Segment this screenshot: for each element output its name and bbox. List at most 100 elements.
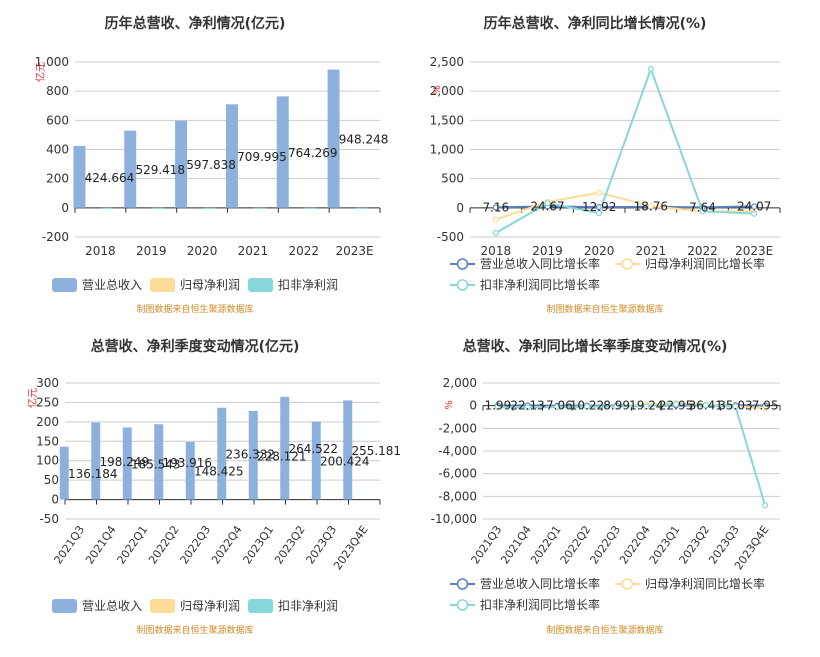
legend-label: 营业总收入 [82,599,142,613]
bar-deducted-profit [305,208,317,209]
data-label: 948.248 [339,133,389,147]
data-label: 136.184 [68,467,118,481]
data-label: 8.99 [603,399,630,413]
legend-swatch-marker [623,579,633,589]
x-tick-label: 2018 [85,244,116,258]
data-label: 7.95 [752,399,779,413]
data-label: 1.99 [484,399,511,413]
legend-label: 扣非净利润 [278,599,338,613]
y-tick-label: 600 [46,113,69,127]
y-tick-label: 250 [36,395,59,409]
chart-title: 历年总营收、净利情况(亿元) [105,15,286,32]
chart-title: 总营收、净利同比增长率季度变动情况(%) [463,338,728,355]
y-unit-label: 亿元 [26,388,39,408]
y-tick-label: -6,000 [438,467,477,481]
x-tick-label: 2023E [336,244,374,258]
y-tick-label: -10,000 [431,512,477,526]
data-label: 424.664 [85,171,135,185]
series-line-2 [498,404,765,505]
y-tick-label: -200 [42,230,69,244]
y-tick-label: -8,000 [438,489,477,503]
bar-deducted-profit [356,208,368,209]
x-tick-label: 2022Q4 [209,523,245,566]
series-point-2 [648,67,653,72]
chart-quarterly-growth: 总营收、净利同比增长率季度变动情况(%) -10,000 -8,000 -6,000 -… [410,326,820,653]
x-tick-label: 2021 [238,244,269,258]
source-note: 制图数据来自恒生聚源数据库 [546,303,663,315]
data-label: 764.269 [288,146,338,160]
x-tick-label: 2022 [288,244,319,258]
legend-label: 归母净利润 [180,599,240,613]
x-tick-label: 2021Q4 [83,523,119,566]
legend-label: 营业总收入 [82,278,142,292]
series-point-1 [597,190,602,195]
y-tick-label: -500 [437,230,464,244]
bar-deducted-profit [203,208,215,209]
legend-swatch-marker [458,280,468,290]
series-point-1 [493,217,498,222]
y-tick-label: 1,500 [430,113,464,127]
y-tick-label: 2,000 [443,376,477,390]
legend-swatch [52,278,77,292]
y-tick-label: 0 [469,399,477,413]
legend-label: 扣非净利润 [278,278,338,292]
x-tick-label: 2022Q2 [146,523,182,566]
chart-title: 总营收、净利季度变动情况(亿元) [91,338,300,355]
x-tick-label: 2019 [136,244,167,258]
data-label: 597.838 [186,158,236,172]
data-label: 22.13 [510,398,544,412]
chart-annual-revenue-profit: 历年总营收、净利情况(亿元)-20002004006008001,000亿元20… [0,0,410,326]
legend-swatch [52,599,77,613]
x-tick-label: 2023Q1 [241,523,277,566]
x-tick-label: 2021Q3 [52,523,88,566]
y-tick-label: 400 [46,143,69,157]
source-note: 制图数据来自恒生聚源数据库 [136,303,253,315]
y-tick-label: 2,500 [430,55,464,69]
x-tick-label: 2018 [481,244,512,258]
y-unit-label: % [444,400,455,410]
legend-swatch-marker [458,259,468,269]
y-tick-label: 1,000 [430,143,464,157]
y-tick-label: 200 [36,415,59,429]
y-tick-label: -4,000 [438,444,477,458]
data-label: 255.181 [351,444,401,458]
x-tick-label: 2022Q1 [115,523,151,566]
y-tick-label: 50 [44,473,59,487]
data-label: 7.64 [689,200,716,214]
bar-deducted-profit [101,208,113,209]
source-note: 制图数据来自恒生聚源数据库 [546,624,663,636]
x-tick-label: 2022 [687,244,718,258]
chart-title: 历年总营收、净利同比增长情况(%) [484,15,707,32]
legend-swatch [150,599,175,613]
data-label: 709.995 [237,150,287,164]
legend-swatch [150,278,175,292]
data-label: 148.425 [194,465,244,479]
y-tick-label: 800 [46,84,69,98]
x-tick-label: 2020 [584,244,615,258]
bar-deducted-profit [254,208,266,209]
legend-label: 营业总收入同比增长率 [480,256,600,271]
legend-swatch [248,278,273,292]
bar-revenue [124,131,136,208]
legend-swatch-marker [623,259,633,269]
y-unit-label: % [432,85,443,95]
data-label: 529.418 [135,163,185,177]
y-tick-label: 200 [46,172,69,186]
y-unit-label: 亿元 [34,62,47,82]
legend-label: 归母净利润同比增长率 [645,256,765,271]
y-tick-label: 100 [36,454,59,468]
data-label: 35.03 [718,398,752,412]
y-tick-label: -50 [39,512,59,526]
x-tick-label: 2023Q2 [272,523,308,566]
legend-swatch-marker [458,579,468,589]
y-tick-label: 0 [51,493,59,507]
legend-label: 归母净利润同比增长率 [645,576,765,591]
data-label: 12.92 [582,200,616,214]
legend-label: 扣非净利润同比增长率 [480,597,600,612]
legend-label: 营业总收入同比增长率 [480,576,600,591]
y-tick-label: 0 [61,201,69,215]
data-label: 24.67 [530,199,564,213]
